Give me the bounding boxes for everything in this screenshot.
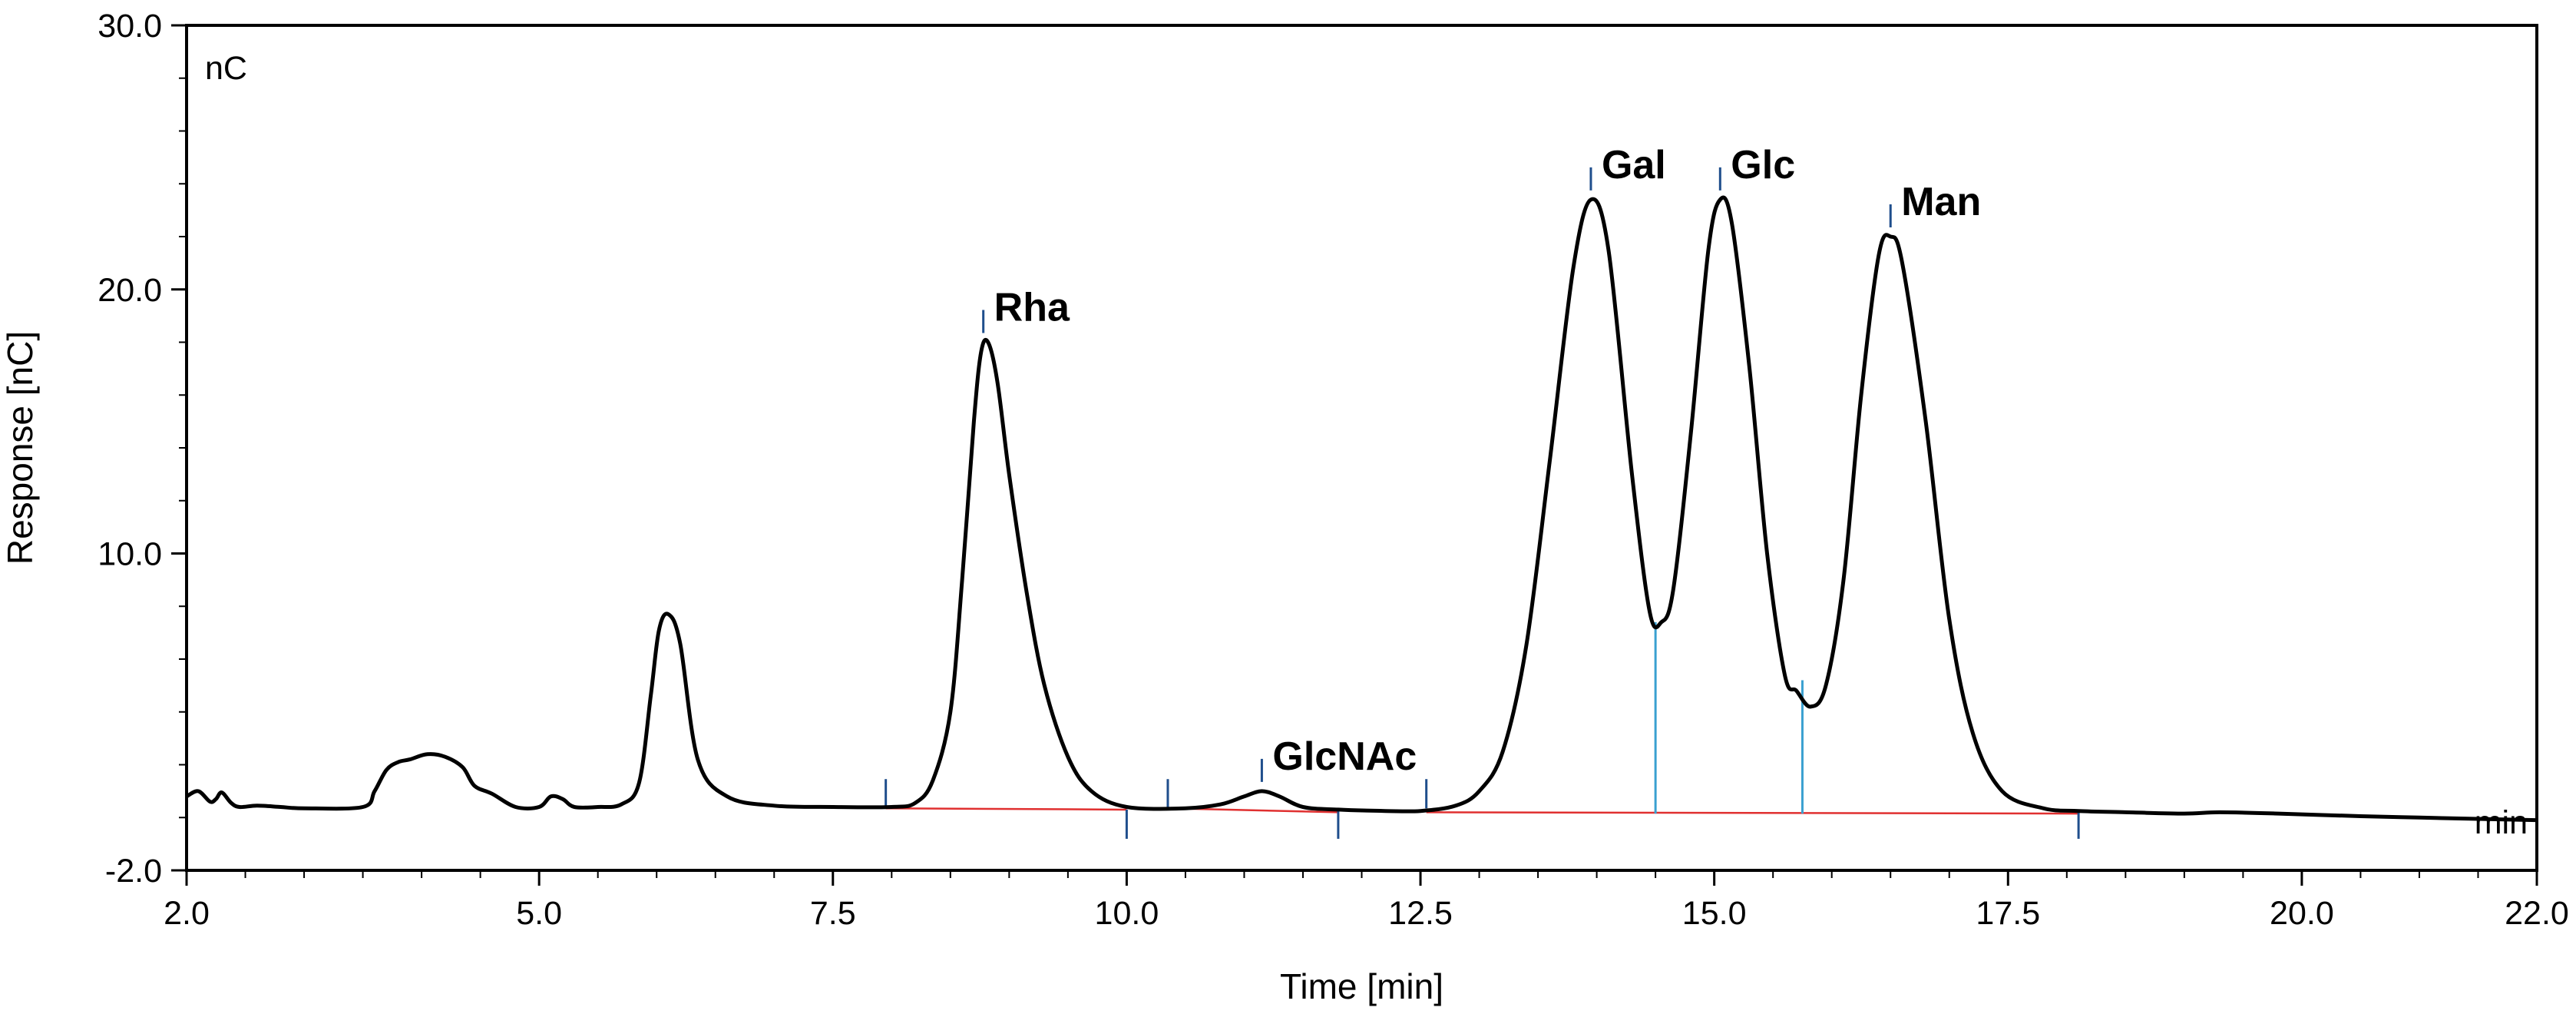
- x-tick-label: 5.0: [516, 895, 562, 932]
- x-unit-label: min: [2475, 804, 2528, 841]
- integration-baseline: [885, 807, 1127, 811]
- peak-label-rha: Rha: [994, 286, 1070, 330]
- x-axis-title: Time [min]: [1280, 966, 1443, 1006]
- x-tick-label: 17.5: [1976, 895, 2040, 932]
- integration-baseline: [1426, 811, 2079, 815]
- peak-label-man: Man: [1901, 180, 1981, 224]
- y-tick-label: 30.0: [98, 8, 162, 45]
- y-unit-label: nC: [205, 50, 247, 87]
- x-tick-label: 20.0: [2270, 895, 2334, 932]
- peak-label-glcnac: GlcNAc: [1272, 734, 1417, 779]
- y-tick-label: 10.0: [98, 536, 162, 573]
- x-tick-label: 2.0: [164, 895, 210, 932]
- x-tick-label: 12.5: [1388, 895, 1453, 932]
- y-tick-label: 20.0: [98, 272, 162, 309]
- peak-label-gal: Gal: [1602, 143, 1666, 187]
- y-tick-label: -2.0: [105, 853, 162, 890]
- x-tick-label: 7.5: [810, 895, 856, 932]
- y-axis-title: Response [nC]: [0, 331, 40, 565]
- response-trace-line: [185, 195, 2538, 823]
- peak-label-glc: Glc: [1731, 143, 1795, 187]
- x-tick-label: 10.0: [1095, 895, 1159, 932]
- x-tick-label: 15.0: [1682, 895, 1747, 932]
- x-tick-label: 22.0: [2505, 895, 2569, 932]
